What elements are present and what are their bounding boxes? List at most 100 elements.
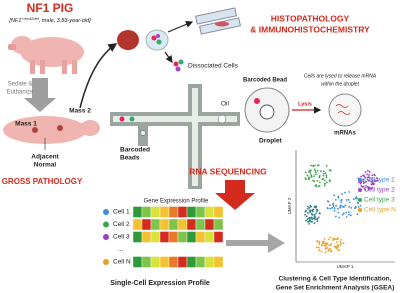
umap-point <box>312 208 314 211</box>
umap-point <box>371 179 374 182</box>
umap-point <box>340 198 343 201</box>
umap-point <box>336 244 339 247</box>
umap-point <box>316 218 319 221</box>
umap-point <box>349 214 352 217</box>
umap-point <box>308 217 311 220</box>
umap-point <box>304 177 307 179</box>
heatmap-cell <box>159 256 170 268</box>
umap-point <box>307 212 309 214</box>
heatmap-cell <box>141 231 152 243</box>
note: within the droplet <box>321 81 359 87</box>
umap-point <box>328 169 331 171</box>
umap-point <box>326 200 329 203</box>
heatmap-cell <box>150 218 161 231</box>
heatmap-cell <box>168 231 179 243</box>
umap-point <box>325 181 328 184</box>
umap-point <box>324 242 327 245</box>
umap-point <box>317 246 320 249</box>
arrow <box>167 20 194 33</box>
umap-point <box>335 241 338 243</box>
umap-point <box>333 209 336 212</box>
umap-point <box>313 168 316 171</box>
heatmap-cell <box>213 206 224 218</box>
umap-point <box>350 206 353 209</box>
bead <box>259 104 275 120</box>
umap-point <box>360 185 363 187</box>
sedate-text: Sedate & <box>8 82 33 88</box>
droplet-label: Droplet <box>259 138 283 145</box>
heatmap-cell <box>204 256 215 268</box>
umap-point <box>325 176 328 179</box>
umap-point <box>304 213 306 216</box>
heatmap-cell <box>177 206 188 218</box>
tissue <box>117 30 139 50</box>
heatmap-cell <box>195 218 206 231</box>
heatmap-cell <box>150 256 161 268</box>
umap-plot <box>295 150 395 263</box>
umap-point <box>324 182 326 185</box>
umap-x-label: UMAP 1 <box>337 264 354 269</box>
genotype-sup: +/ex42del <box>21 16 39 21</box>
umap-point <box>324 248 327 250</box>
heatmap-cell <box>150 231 161 243</box>
umap-point <box>319 181 321 184</box>
umap-point <box>321 243 324 245</box>
beads-label: Barcoded <box>120 147 150 154</box>
heatmap-cell <box>132 231 143 243</box>
umap-point <box>368 179 371 182</box>
heatmap-cell <box>186 206 197 218</box>
umap-point <box>329 244 332 247</box>
heatmap-title: Gene Expression Profile <box>144 199 209 205</box>
umap-point <box>332 205 335 208</box>
heatmap-cell <box>168 206 179 218</box>
umap-point <box>311 221 313 223</box>
umap-caption: Clustering & Cell Type Identification, <box>279 276 392 283</box>
umap-point <box>345 211 348 214</box>
heatmap-cell <box>213 256 224 268</box>
umap-point <box>375 177 378 180</box>
umap-point <box>320 170 322 173</box>
heatmap: Cell 1 Cell 2 Cell 3... Cell N <box>103 206 224 268</box>
histo-label: & IMMUNOHISTOCHEMISTRY <box>250 24 370 34</box>
umap-point <box>322 240 325 243</box>
pig-title: NF1 PIG <box>27 1 74 15</box>
umap-point <box>348 191 350 193</box>
umap-point <box>313 164 316 167</box>
umap-point <box>333 238 336 241</box>
heatmap-cell <box>186 231 197 243</box>
heatmap-cell <box>195 256 206 268</box>
umap-point <box>309 172 312 174</box>
arrow <box>79 43 118 109</box>
umap-point <box>374 174 376 177</box>
umap-point <box>344 204 347 207</box>
umap-point <box>324 244 327 247</box>
umap-point <box>367 176 370 179</box>
umap-point <box>313 222 316 225</box>
umap-point <box>356 201 359 204</box>
umap-point <box>344 191 346 194</box>
heatmap-cell <box>186 256 197 268</box>
umap-point <box>355 196 358 198</box>
umap-point <box>355 206 357 208</box>
umap-point <box>337 196 340 199</box>
heatmap-cell <box>204 206 215 218</box>
histo-label: HISTOPATHOLOGY <box>271 13 350 23</box>
cell-dot <box>103 221 109 228</box>
umap-point <box>345 199 348 201</box>
cell-label: Cell 1 <box>113 209 130 216</box>
genotype: [NF1+/ex42del, male, 3.83-year-old] <box>8 16 91 24</box>
arrow <box>164 51 173 63</box>
sedate-text: Euthanize <box>7 90 34 96</box>
umap-point <box>329 204 331 207</box>
umap-point <box>364 176 367 179</box>
umap-point <box>324 172 327 174</box>
rnaseq-label: RNA SEQUENCING <box>189 166 267 176</box>
umap-point <box>325 174 328 177</box>
umap-point <box>322 242 325 245</box>
umap-y-label: UMAP 2 <box>287 197 292 214</box>
umap-point <box>332 202 335 205</box>
umap-point <box>372 182 375 185</box>
umap-point <box>341 205 344 208</box>
heatmap-cell <box>204 218 215 231</box>
